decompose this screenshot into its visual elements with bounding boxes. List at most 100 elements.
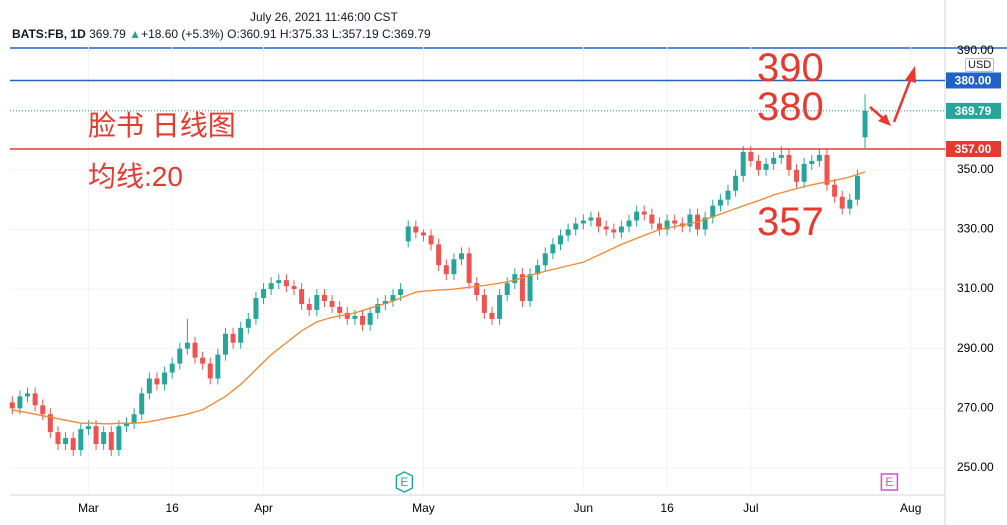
- candle-body: [672, 220, 678, 224]
- currency: USD: [965, 58, 995, 72]
- price-label-box: [946, 72, 1001, 89]
- y-tick-label: 270.00: [957, 400, 994, 414]
- y-tick-label: 390.00: [957, 43, 994, 57]
- candle-body: [139, 393, 145, 415]
- annotation-level: 380: [757, 85, 824, 129]
- candle-body: [375, 303, 381, 313]
- price-label-box: [946, 141, 1001, 158]
- candle-body: [771, 157, 777, 164]
- candle-body: [535, 265, 541, 275]
- candle-body: [321, 295, 327, 301]
- x-tick-label: Jul: [743, 501, 758, 515]
- candle-body: [123, 423, 129, 427]
- candle-body: [519, 274, 525, 301]
- ohlc-label: L:: [331, 27, 342, 41]
- candle-body: [748, 151, 754, 161]
- candle-body: [222, 333, 228, 355]
- candle-body: [862, 110, 868, 138]
- candle-body: [489, 312, 495, 319]
- candle-body: [847, 199, 853, 209]
- candle-body: [778, 154, 784, 158]
- price-label: 357.00: [955, 142, 992, 156]
- candle-body: [717, 199, 723, 206]
- y-tick-label: 250.00: [957, 460, 994, 474]
- candle-body: [360, 315, 366, 325]
- candle-body: [101, 432, 107, 445]
- candle-body: [283, 280, 289, 287]
- candle-body: [299, 289, 305, 304]
- change: +18.60 (+5.3%): [141, 27, 224, 41]
- y-tick-label: 290.00: [957, 341, 994, 355]
- candle-body: [55, 432, 61, 445]
- candle-body: [9, 402, 15, 409]
- ohlc-label: O:: [227, 27, 240, 41]
- candle-body: [474, 283, 480, 296]
- x-tick-label: 16: [660, 501, 674, 515]
- candle-body: [184, 342, 190, 349]
- candle-body: [32, 393, 38, 406]
- arrow-head: [878, 114, 891, 126]
- candle-body: [268, 283, 274, 290]
- candle-body: [25, 393, 31, 397]
- candle-body: [276, 280, 282, 284]
- candle-body: [557, 235, 563, 245]
- candle-body: [238, 327, 244, 343]
- candle-body: [329, 300, 335, 307]
- candle-body: [154, 378, 160, 385]
- ohlc-value: 369.79: [393, 27, 431, 41]
- ohlc-value: 360.91: [239, 27, 277, 41]
- candle-body: [832, 184, 838, 197]
- candle-body: [626, 220, 632, 227]
- event-marker: [880, 473, 899, 491]
- candle-body: [398, 289, 404, 296]
- legend: BATS:FB, 1D 369.79 ▲+18.60 (+5.3%) O:360…: [12, 27, 431, 41]
- candle-body: [352, 315, 358, 319]
- arrow-head: [905, 66, 916, 83]
- candle-body: [70, 438, 76, 450]
- candle-body: [215, 354, 221, 379]
- candle-body: [207, 363, 213, 379]
- candle-body: [78, 429, 84, 450]
- candle-body: [466, 253, 472, 284]
- candle-body: [85, 426, 91, 430]
- candle-body: [459, 253, 465, 260]
- candle-body: [116, 426, 122, 450]
- candle-body: [497, 295, 503, 319]
- candle-body: [596, 217, 602, 227]
- candle-body: [611, 229, 617, 233]
- candle-body: [565, 229, 571, 236]
- candle-body: [344, 312, 350, 319]
- candle-body: [839, 196, 845, 209]
- candle-body: [664, 220, 670, 230]
- annotation-level: 390: [757, 46, 824, 90]
- candle-body: [786, 154, 792, 170]
- price-label: 369.79: [955, 104, 992, 118]
- datetime: July 26, 2021 11:46:00 CST: [250, 10, 398, 24]
- candle-body: [291, 286, 297, 290]
- price-label: 380.00: [955, 74, 992, 88]
- candle-body: [656, 223, 662, 230]
- candle-body: [245, 318, 251, 328]
- x-tick-label: Jun: [574, 501, 593, 515]
- x-tick-label: Aug: [900, 501, 921, 515]
- candle-body: [641, 211, 647, 215]
- change-arrow: ▲: [129, 27, 142, 41]
- candle-body: [725, 190, 731, 200]
- x-tick-label: Mar: [78, 501, 99, 515]
- candle-body: [443, 265, 449, 275]
- candle-body: [47, 414, 53, 433]
- event-label: E: [885, 475, 893, 489]
- candle-body: [367, 312, 373, 325]
- candle-body: [451, 259, 457, 275]
- candle-body: [733, 175, 739, 191]
- candle-body: [649, 214, 655, 224]
- candle-body: [131, 414, 137, 424]
- annotation-ma: 均线:20: [88, 161, 183, 192]
- ohlc-value: 375.33: [291, 27, 329, 41]
- candle-body: [436, 244, 442, 266]
- symbol: BATS:FB, 1D: [12, 27, 86, 41]
- y-tick-label: 310.00: [957, 281, 994, 295]
- candle-body: [824, 154, 830, 185]
- candle-body: [200, 357, 206, 364]
